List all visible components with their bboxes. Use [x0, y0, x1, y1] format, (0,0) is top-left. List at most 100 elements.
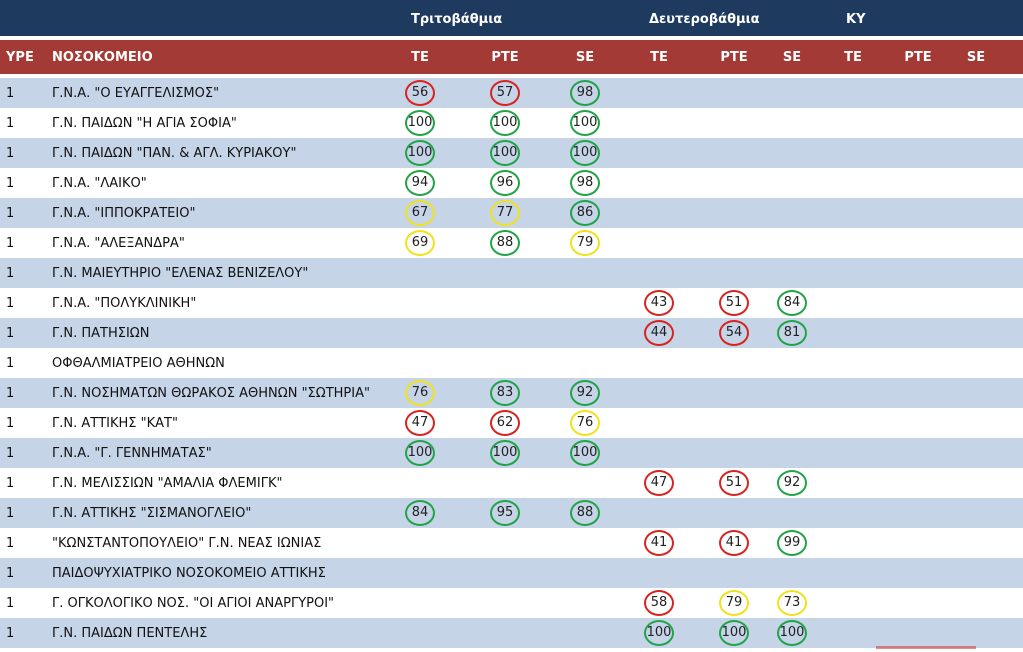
score-badge: 92: [570, 380, 600, 406]
table-row: 1 Γ.Ν. ΠΑΙΔΩΝ "ΠΑΝ. & ΑΓΛ. ΚΥΡΙΑΚΟΥ" 100 10…: [0, 138, 1023, 168]
group-tertiary: Τριτοβάθμια: [411, 12, 503, 27]
table-row: 1 "ΚΩΝΣΤΑΝΤΟΠΟΥΛΕΙΟ" Γ.Ν. ΝΕΑΣ ΙΩΝΙΑΣ 41 41…: [0, 528, 1023, 558]
score-badge: 98: [570, 80, 600, 106]
header-ype: ΥΡΕ: [6, 50, 34, 65]
score-badge: 69: [405, 230, 435, 256]
hospital-name: "ΚΩΝΣΤΑΝΤΟΠΟΥΛΕΙΟ" Γ.Ν. ΝΕΑΣ ΙΩΝΙΑΣ: [52, 536, 322, 551]
score-badge: 84: [405, 500, 435, 526]
table-row: 1 Γ.Ν. ΑΤΤΙΚΗΣ "ΣΙΣΜΑΝΟΓΛΕΙΟ" 84 95 88: [0, 498, 1023, 528]
header-secondary-se: SE: [782, 50, 802, 65]
hospital-name: Γ.Ν.Α. "ΛΑΙΚΟ": [52, 176, 147, 191]
ype-cell: 1: [6, 626, 15, 641]
table-row: 1 Γ.Ν. ΜΕΛΙΣΣΙΩΝ "ΑΜΑΛΙΑ ΦΛΕΜΙΓΚ" 47 51 92: [0, 468, 1023, 498]
score-badge: 100: [644, 620, 674, 646]
score-badge: 83: [490, 380, 520, 406]
ype-cell: 1: [6, 506, 15, 521]
column-header-row: ΥΡΕ ΝΟΣΟΚΟΜΕΙΟ TE PTE SE TE PTE SE TE PT…: [0, 40, 1023, 74]
score-badge: 100: [490, 110, 520, 136]
table-row: 1 ΟΦΘΑΛΜΙΑΤΡΕΙΟ ΑΘΗΝΩΝ: [0, 348, 1023, 378]
table-row: 1 Γ.Ν. ΠΑΤΗΣΙΩΝ 44 54 81: [0, 318, 1023, 348]
hospital-name: ΟΦΘΑΛΜΙΑΤΡΕΙΟ ΑΘΗΝΩΝ: [52, 356, 225, 371]
table-row: 1 Γ.Ν. ΝΟΣΗΜΑΤΩΝ ΘΩΡΑΚΟΣ ΑΘΗΝΩΝ "ΣΩΤΗΡΙΑ"…: [0, 378, 1023, 408]
hospital-name: ΠΑΙΔΟΨΥΧΙΑΤΡΙΚΟ ΝΟΣΟΚΟΜΕΙΟ ΑΤΤΙΚΗΣ: [52, 566, 326, 581]
table-row: 1 Γ.Ν. ΠΑΙΔΩΝ ΠΕΝΤΕΛΗΣ 100 100 100: [0, 618, 1023, 648]
hospital-name: Γ.Ν. ΜΕΛΙΣΣΙΩΝ "ΑΜΑΛΙΑ ΦΛΕΜΙΓΚ": [52, 476, 283, 491]
score-badge: 100: [719, 620, 749, 646]
hospital-name: Γ.Ν.Α. "ΙΠΠΟΚΡΑΤΕΙΟ": [52, 206, 196, 221]
hospital-name: Γ.Ν. ΜΑΙΕΥΤΗΡΙΟ "ΕΛΕΝΑΣ ΒΕΝΙΖΕΛΟΥ": [52, 266, 309, 281]
hospital-name: Γ.Ν. ΠΑΙΔΩΝ ΠΕΝΤΕΛΗΣ: [52, 626, 208, 641]
header-tertiary-se: SE: [575, 50, 595, 65]
score-badge: 100: [405, 440, 435, 466]
table-row: 1 Γ.Ν. ΑΤΤΙΚΗΣ "ΚΑΤ" 47 62 76: [0, 408, 1023, 438]
score-badge: 41: [719, 530, 749, 556]
score-badge: 81: [777, 320, 807, 346]
table-row: 1 Γ.Ν. ΜΑΙΕΥΤΗΡΙΟ "ΕΛΕΝΑΣ ΒΕΝΙΖΕΛΟΥ": [0, 258, 1023, 288]
hospital-name: Γ.Ν. ΑΤΤΙΚΗΣ "ΚΑΤ": [52, 416, 178, 431]
header-secondary-te: TE: [650, 50, 668, 65]
ype-cell: 1: [6, 206, 15, 221]
score-badge: 88: [570, 500, 600, 526]
ype-cell: 1: [6, 386, 15, 401]
ype-cell: 1: [6, 146, 15, 161]
ype-cell: 1: [6, 416, 15, 431]
score-badge: 41: [644, 530, 674, 556]
ype-cell: 1: [6, 176, 15, 191]
table-row: 1 Γ.Ν.Α. "ΛΑΙΚΟ" 94 96 98: [0, 168, 1023, 198]
table-row: 1 Γ.Ν.Α. "ΙΠΠΟΚΡΑΤΕΙΟ" 67 77 86: [0, 198, 1023, 228]
score-badge: 92: [777, 470, 807, 496]
score-badge: 100: [570, 140, 600, 166]
table-row: 1 Γ. ΟΓΚΟΛΟΓΙΚΟ ΝΟΣ. "ΟΙ ΑΓΙΟΙ ΑΝΑΡΓΥΡΟΙ"…: [0, 588, 1023, 618]
header-secondary-pte: PTE: [720, 50, 748, 65]
hospital-name: Γ.Ν.Α. "ΑΛΕΞΑΝΔΡΑ": [52, 236, 185, 251]
table-row: 1 Γ.Ν.Α. "Ο ΕΥΑΓΓΕΛΙΣΜΟΣ" 56 57 98: [0, 78, 1023, 108]
group-secondary: Δευτεροβάθμια: [649, 12, 760, 27]
score-badge: 51: [719, 290, 749, 316]
hospital-name: Γ.Ν. ΠΑΙΔΩΝ "ΠΑΝ. & ΑΓΛ. ΚΥΡΙΑΚΟΥ": [52, 146, 297, 161]
score-badge: 99: [777, 530, 807, 556]
ype-cell: 1: [6, 86, 15, 101]
header-ky-te: TE: [844, 50, 862, 65]
header-hospital: ΝΟΣΟΚΟΜΕΙΟ: [52, 50, 153, 65]
hospital-name: Γ.Ν. ΠΑΙΔΩΝ "Η ΑΓΙΑ ΣΟΦΙΑ": [52, 116, 237, 131]
group-ky: ΚΥ: [846, 12, 866, 27]
score-badge: 76: [570, 410, 600, 436]
header-tertiary-pte: PTE: [491, 50, 519, 65]
hospital-name: Γ.Ν.Α. "ΠΟΛΥΚΛΙΝΙΚΗ": [52, 296, 197, 311]
header-divider: [0, 36, 1023, 40]
table-row: 1 Γ.Ν. ΠΑΙΔΩΝ "Η ΑΓΙΑ ΣΟΦΙΑ" 100 100 100: [0, 108, 1023, 138]
score-badge: 100: [490, 140, 520, 166]
score-badge: 98: [570, 170, 600, 196]
group-header-band: [0, 0, 1023, 36]
table-row: 1 Γ.Ν.Α. "Γ. ΓΕΝΝΗΜΑΤΑΣ" 100 100 100: [0, 438, 1023, 468]
ype-cell: 1: [6, 596, 15, 611]
table-row: 1 Γ.Ν.Α. "ΑΛΕΞΑΝΔΡΑ" 69 88 79: [0, 228, 1023, 258]
score-badge: 47: [405, 410, 435, 436]
hospital-table-body: 1 Γ.Ν.Α. "Ο ΕΥΑΓΓΕΛΙΣΜΟΣ" 56 57 98 1 Γ.Ν. ΠΑΙΔ…: [0, 78, 1023, 648]
score-badge: 96: [490, 170, 520, 196]
ype-cell: 1: [6, 116, 15, 131]
score-badge: 84: [777, 290, 807, 316]
score-badge: 100: [570, 110, 600, 136]
ype-cell: 1: [6, 446, 15, 461]
ype-cell: 1: [6, 266, 15, 281]
score-badge: 73: [777, 590, 807, 616]
score-badge: 100: [405, 140, 435, 166]
ype-cell: 1: [6, 356, 15, 371]
ype-cell: 1: [6, 476, 15, 491]
corner-mark: [876, 646, 976, 649]
score-badge: 79: [719, 590, 749, 616]
hospital-name: Γ.Ν.Α. "Γ. ΓΕΝΝΗΜΑΤΑΣ": [52, 446, 212, 461]
score-badge: 67: [405, 200, 435, 226]
header-ky-se: SE: [966, 50, 986, 65]
score-badge: 95: [490, 500, 520, 526]
score-badge: 54: [719, 320, 749, 346]
score-badge: 94: [405, 170, 435, 196]
score-badge: 57: [490, 80, 520, 106]
hospital-name: Γ.Ν. ΑΤΤΙΚΗΣ "ΣΙΣΜΑΝΟΓΛΕΙΟ": [52, 506, 252, 521]
score-badge: 47: [644, 470, 674, 496]
score-badge: 100: [777, 620, 807, 646]
score-badge: 88: [490, 230, 520, 256]
ype-cell: 1: [6, 326, 15, 341]
score-badge: 79: [570, 230, 600, 256]
